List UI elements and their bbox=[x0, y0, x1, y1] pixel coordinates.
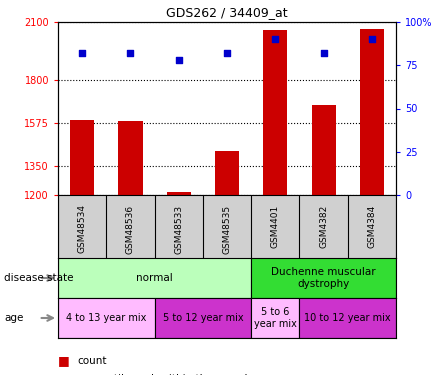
Bar bbox=[360, 29, 384, 195]
Point bbox=[79, 50, 86, 56]
Text: 4 to 13 year mix: 4 to 13 year mix bbox=[66, 313, 146, 323]
Point bbox=[368, 36, 375, 42]
Bar bbox=[311, 105, 336, 195]
Bar bbox=[58, 298, 155, 338]
Title: GDS262 / 34409_at: GDS262 / 34409_at bbox=[166, 6, 288, 20]
Text: GSM48536: GSM48536 bbox=[126, 204, 135, 254]
Text: 5 to 6
year mix: 5 to 6 year mix bbox=[254, 307, 297, 329]
Text: ■: ■ bbox=[58, 373, 70, 375]
Text: normal: normal bbox=[136, 273, 173, 283]
Text: 10 to 12 year mix: 10 to 12 year mix bbox=[304, 313, 391, 323]
Bar bbox=[155, 298, 251, 338]
Text: Duchenne muscular
dystrophy: Duchenne muscular dystrophy bbox=[271, 267, 376, 289]
Point bbox=[320, 50, 327, 56]
Text: 5 to 12 year mix: 5 to 12 year mix bbox=[162, 313, 243, 323]
Bar bbox=[251, 258, 396, 298]
Text: ■: ■ bbox=[58, 354, 70, 367]
Point bbox=[127, 50, 134, 56]
Text: GSM4384: GSM4384 bbox=[367, 204, 376, 248]
Bar bbox=[118, 121, 142, 195]
Point bbox=[272, 36, 279, 42]
Bar bbox=[166, 192, 191, 195]
Text: GSM48534: GSM48534 bbox=[78, 204, 87, 254]
Text: disease state: disease state bbox=[4, 273, 74, 283]
Text: GSM4401: GSM4401 bbox=[271, 204, 280, 248]
Bar bbox=[58, 258, 251, 298]
Text: GSM4382: GSM4382 bbox=[319, 204, 328, 248]
Text: percentile rank within the sample: percentile rank within the sample bbox=[78, 374, 254, 375]
Bar bbox=[251, 298, 300, 338]
Point bbox=[223, 50, 230, 56]
Point bbox=[175, 57, 182, 63]
Bar bbox=[215, 151, 239, 195]
Text: count: count bbox=[78, 356, 107, 366]
Bar bbox=[70, 120, 94, 195]
Bar bbox=[263, 30, 287, 195]
Bar bbox=[300, 298, 396, 338]
Text: age: age bbox=[4, 313, 24, 323]
Text: GSM48535: GSM48535 bbox=[223, 204, 232, 254]
Text: GSM48533: GSM48533 bbox=[174, 204, 183, 254]
